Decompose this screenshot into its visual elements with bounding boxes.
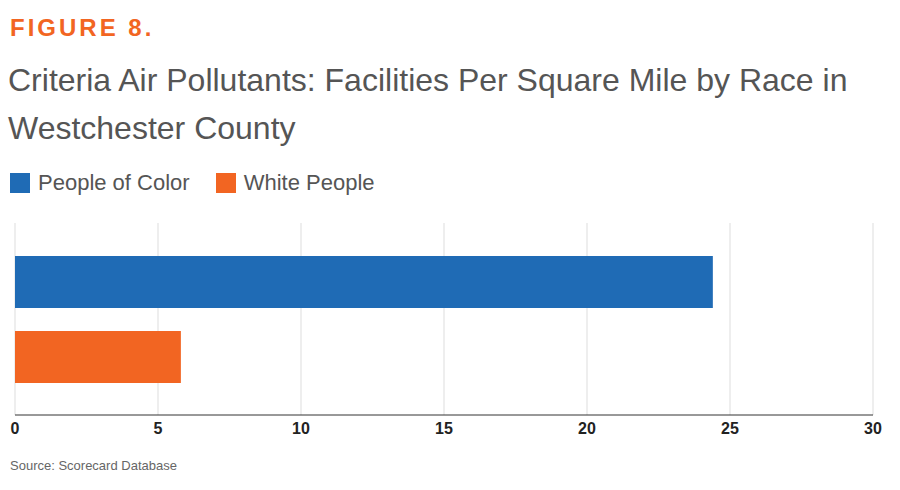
svg-text:30: 30 (864, 420, 882, 437)
svg-text:25: 25 (721, 420, 739, 437)
svg-text:0: 0 (11, 420, 20, 437)
html-text:FIGURE 8.: FIGURE 8. (10, 14, 155, 41)
html-text:White People: White People (243, 170, 375, 195)
svg-text:5: 5 (154, 420, 163, 437)
svg-text:20: 20 (578, 420, 596, 437)
svg-text:15: 15 (435, 420, 453, 437)
html-text:Source: Scorecard Database: Source: Scorecard Database (10, 458, 177, 473)
html-text:Criteria Air Pollutants: Facil: Criteria Air Pollutants: Facilities Per … (8, 62, 848, 146)
svg-text:10: 10 (292, 420, 310, 437)
html-text:People of Color: People of Color (38, 170, 190, 195)
